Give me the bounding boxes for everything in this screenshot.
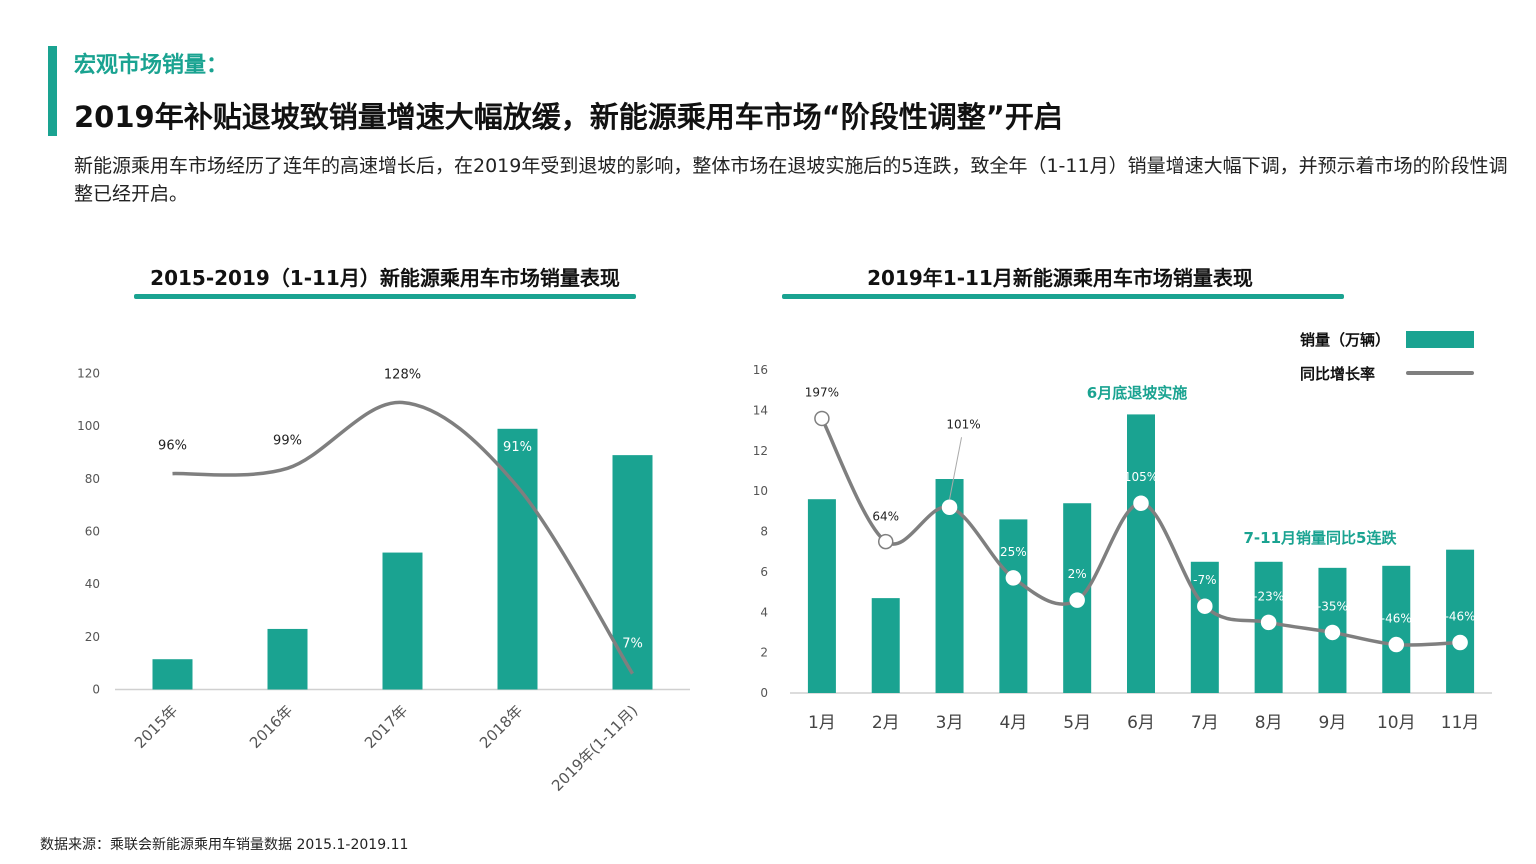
growth-label: 99% [273,433,302,448]
x-tick-label: 2月 [872,713,900,733]
y-tick-label: 6 [760,565,768,579]
monthly-sales-chart: 0 2 4 6 8 10 12 14 16 1月 2月 3月 4月 5月 6月 7月 8月 9月 10月 11月 197… [753,363,1492,733]
growth-label: 96% [158,439,187,454]
title-rule-annual [134,294,636,299]
x-tick-label: 8月 [1255,713,1283,733]
y-tick-label: 80 [85,472,100,486]
x-tick-label: 2019年(1-11月) [548,702,641,795]
y-tick-label: 2 [760,646,768,660]
growth-label: 64% [872,510,899,524]
data-source: 数据来源：乘联会新能源乘用车销量数据 2015.1-2019.11 [40,837,409,853]
y-tick-label: 20 [85,630,100,644]
growth-marker [1133,495,1149,511]
annual-sales-chart: 0 20 40 60 80 100 120 2015年 2016年 2017年 2018年 2019年… [77,367,690,795]
growth-label: 91% [503,440,532,455]
bar [152,659,193,690]
decline-annotation: 7-11月销量同比5连跌 [1244,529,1398,547]
x-tick-label: 3月 [936,713,964,733]
growth-label: -46% [1445,610,1476,624]
growth-marker [1452,634,1468,651]
leader-line [949,437,963,500]
x-tick-label: 7月 [1191,713,1219,733]
legend-label-growth: 同比增长率 [1300,364,1376,383]
legend-item-sales: 销量（万辆） [1300,322,1474,356]
growth-label: -46% [1381,612,1412,626]
growth-label: 105% [1124,470,1158,484]
bar [1446,549,1475,693]
bar [999,519,1028,693]
chart-title-monthly: 2019年1-11月新能源乘用车市场销量表现 [867,266,1253,290]
growth-label: 101% [946,417,980,431]
growth-line [172,400,634,675]
x-tick-label: 10月 [1377,713,1416,733]
y-tick-label: 0 [760,686,768,700]
growth-label: -7% [1193,573,1216,587]
intro-paragraph: 新能源乘用车市场经历了连年的高速增长后，在2019年受到退坡的影响，整体市场在退… [74,155,1508,205]
y-tick-label: 100 [77,419,100,433]
bar [1190,561,1219,693]
bar [1382,565,1411,693]
x-tick-label: 9月 [1319,713,1347,733]
policy-annotation: 6月底退坡实施 [1087,384,1187,402]
legend-swatch-line [1406,371,1474,375]
bar [612,455,653,690]
x-tick-label: 11月 [1441,713,1480,733]
growth-label: 25% [1000,545,1027,559]
x-tick-label: 2016年 [246,702,296,752]
growth-label: 197% [805,385,839,399]
x-tick-label: 6月 [1127,713,1155,733]
growth-marker [877,533,894,550]
growth-label: -23% [1253,589,1284,603]
legend-item-growth: 同比增长率 [1300,356,1474,390]
section-kicker: 宏观市场销量： [74,53,229,78]
x-tick-label: 1月 [808,713,836,733]
bar [1127,414,1155,693]
y-tick-label: 14 [753,403,768,417]
y-tick-label: 0 [92,683,100,697]
y-tick-label: 40 [85,577,100,591]
legend-swatch-bar [1406,330,1474,348]
y-tick-label: 4 [760,605,768,619]
bar [267,628,308,690]
y-tick-label: 16 [753,363,768,377]
growth-label: -35% [1317,599,1348,613]
x-tick-label: 5月 [1063,713,1091,733]
y-tick-label: 8 [760,525,768,539]
y-tick-label: 12 [753,444,768,458]
x-tick-label: 2017年 [361,702,411,752]
page-title: 2019年补贴退坡致销量增速大幅放缓，新能源乘用车市场“阶段性调整”开启 [74,100,1063,134]
y-tick-label: 60 [85,525,100,539]
title-rule-monthly [782,294,1344,299]
bar [807,499,836,693]
y-tick-label: 10 [753,484,768,498]
chart-legend: 销量（万辆） 同比增长率 [1300,322,1474,390]
x-tick-label: 2018年 [476,702,526,752]
growth-marker [1388,636,1405,653]
growth-label: 7% [622,637,643,652]
bar [871,598,900,693]
growth-marker [941,499,958,516]
growth-marker [1069,592,1085,608]
x-tick-label: 2015年 [131,702,181,752]
bar [382,552,423,690]
x-tick-label: 4月 [999,713,1027,733]
legend-label-sales: 销量（万辆） [1300,330,1391,349]
growth-marker [1197,598,1213,614]
growth-marker [1324,624,1341,641]
growth-marker [814,410,830,427]
chart-title-annual: 2015-2019（1-11月）新能源乘用车市场销量表现 [150,266,620,290]
growth-label: 2% [1068,567,1087,581]
bar [497,428,538,690]
growth-label: 128% [384,367,421,382]
growth-marker [1260,614,1277,631]
y-tick-label: 120 [77,367,100,381]
accent-bar [48,46,57,136]
growth-marker [1005,570,1022,586]
